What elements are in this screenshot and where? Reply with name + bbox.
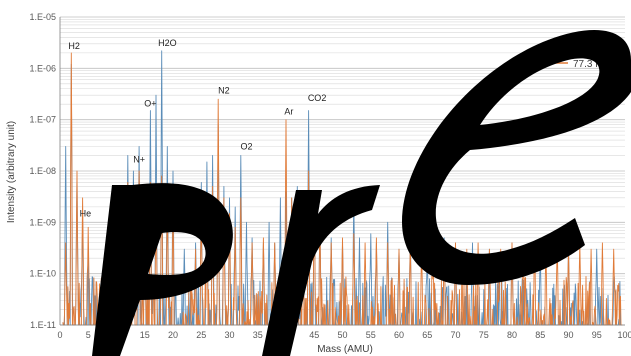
x-tick-label: 40 bbox=[281, 330, 291, 340]
peak-label: Ar bbox=[284, 107, 293, 117]
x-tick-label: 100 bbox=[617, 330, 631, 340]
x-tick-label: 5 bbox=[86, 330, 91, 340]
y-axis-title: Intensity (arbitrary unit) bbox=[6, 121, 17, 223]
peak-label: H2 bbox=[68, 41, 80, 51]
x-tick-label: 75 bbox=[479, 330, 489, 340]
peak-label: H2O bbox=[158, 38, 177, 48]
x-tick-label: 10 bbox=[111, 330, 121, 340]
peak-label: N+ bbox=[133, 155, 145, 165]
x-tick-label: 20 bbox=[168, 330, 178, 340]
legend-label-77k: 77.3 K bbox=[573, 59, 602, 70]
series-line-0 bbox=[62, 50, 623, 326]
x-tick-label: 50 bbox=[337, 330, 347, 340]
x-tick-label: 80 bbox=[507, 330, 517, 340]
y-tick-label: 1.E-10 bbox=[29, 269, 56, 279]
y-tick-label: 1.E-05 bbox=[29, 12, 56, 22]
peak-label: O2 bbox=[240, 142, 252, 152]
y-tick-label: 1.E-09 bbox=[29, 217, 56, 227]
peak-label: N2 bbox=[218, 86, 230, 96]
legend-label-300k: 300 K bbox=[573, 44, 599, 55]
x-tick-label: 65 bbox=[422, 330, 432, 340]
x-tick-label: 25 bbox=[196, 330, 206, 340]
legend: 300 K 77.3 K bbox=[552, 44, 602, 70]
series-line-1 bbox=[62, 52, 623, 326]
x-tick-label: 55 bbox=[366, 330, 376, 340]
x-tick-label: 35 bbox=[253, 330, 263, 340]
x-tick-label: 70 bbox=[450, 330, 460, 340]
x-tick-label: 15 bbox=[140, 330, 150, 340]
x-tick-label: 45 bbox=[309, 330, 319, 340]
x-tick-label: 0 bbox=[57, 330, 62, 340]
peak-label: O+ bbox=[144, 99, 156, 109]
x-tick-label: 95 bbox=[592, 330, 602, 340]
x-tick-label: 60 bbox=[394, 330, 404, 340]
x-axis-title: Mass (AMU) bbox=[317, 344, 373, 355]
y-tick-label: 1.E-06 bbox=[29, 63, 56, 73]
grid bbox=[60, 16, 625, 326]
y-tick-label: 1.E-11 bbox=[30, 320, 56, 330]
y-tick-label: 1.E-07 bbox=[29, 115, 56, 125]
y-tick-label: 1.E-08 bbox=[29, 166, 56, 176]
x-tick-label: 90 bbox=[563, 330, 573, 340]
x-tick-label: 30 bbox=[224, 330, 234, 340]
x-tick-label: 85 bbox=[535, 330, 545, 340]
peak-label: CO2 bbox=[308, 93, 327, 103]
series-lines bbox=[62, 50, 623, 326]
annotations: H2 H2O N2 O+ Ar CO2 O2 N+ He bbox=[68, 38, 326, 218]
peak-label: He bbox=[80, 208, 92, 218]
